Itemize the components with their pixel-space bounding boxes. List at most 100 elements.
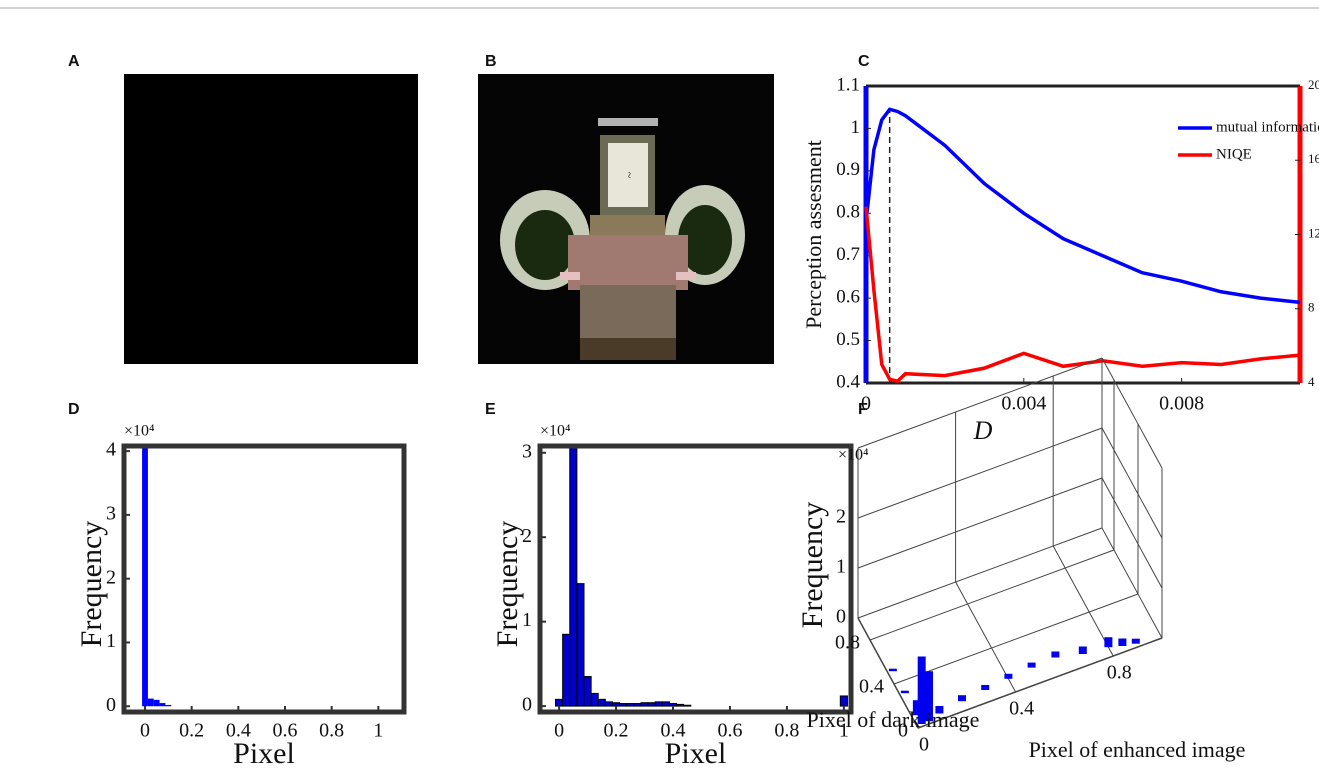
x-tick-label: 0	[861, 393, 871, 415]
multiplier: ×10⁴	[124, 423, 155, 440]
y-tick-label: 0.9	[836, 159, 860, 180]
x-tick-label: 0.6	[717, 720, 742, 742]
histogram-bar	[576, 583, 585, 707]
x-tick-label: 0.2	[179, 720, 204, 742]
y-tick-label: 0.8	[835, 632, 860, 654]
histogram-bar	[839, 695, 848, 707]
y2-tick-label: 20	[1308, 77, 1319, 92]
x-tick-label: 0.4	[661, 720, 686, 742]
x-axis-label: Pixel of enhanced image	[1029, 737, 1246, 762]
histogram-bar	[668, 703, 678, 707]
x-tick-label: 1	[839, 720, 849, 742]
x-tick-label: 0	[140, 720, 150, 742]
histogram-bar	[159, 703, 166, 707]
z-tick-label: 1	[836, 556, 846, 578]
y-tick-label: 1	[851, 117, 861, 138]
y-tick-label: 0.4	[859, 676, 884, 698]
x-tick-label: 0	[554, 720, 564, 742]
y-tick-label: 0.7	[836, 244, 860, 265]
grid-line	[1101, 527, 1163, 639]
histogram-bar	[626, 703, 635, 707]
y-axis-label: Frequency	[491, 521, 524, 648]
histogram-bar	[147, 698, 154, 707]
x-tick-label: 0.8	[1107, 662, 1132, 684]
y-tick-label: 4	[106, 439, 116, 461]
grid-line	[955, 581, 1017, 693]
z-axis-label: Frequency	[796, 502, 829, 629]
histogram-bar	[633, 703, 642, 707]
z-tick-label: 2	[836, 506, 846, 528]
panel-label: C	[858, 53, 870, 70]
y-tick-label: 2	[106, 566, 116, 588]
box-edge	[857, 357, 1103, 449]
x-tick-label: 0	[919, 734, 929, 756]
y-tick-label: 3	[522, 440, 532, 462]
y-axis-label: Perception assesment	[801, 140, 826, 329]
x-tick-label: 0.004	[1001, 393, 1046, 415]
y-axis-label: Pixel of dark image	[807, 707, 980, 732]
histogram-bar	[654, 701, 663, 707]
enhanced-scene: ~	[478, 74, 774, 364]
legend-label: NIQE	[1216, 146, 1252, 162]
histogram-bar	[165, 704, 172, 707]
histogram-bar	[661, 701, 670, 707]
x-axis-label: D	[973, 416, 993, 445]
multiplier: ×10⁴	[540, 423, 571, 440]
x-axis-label: Pixel	[665, 737, 727, 769]
y-tick-label: 2	[522, 525, 532, 547]
histogram-bar	[153, 699, 160, 707]
grid-line	[857, 477, 1103, 569]
y-tick-label: 3	[106, 502, 116, 524]
histogram-bar	[590, 692, 599, 707]
series-line	[864, 206, 1301, 384]
x-tick-label: 0.6	[273, 720, 298, 742]
histogram-bar	[597, 698, 606, 707]
x-tick-label: 0.8	[319, 720, 344, 742]
multiplier: ×10⁴	[838, 447, 869, 464]
bars	[555, 446, 848, 707]
y-tick-label: 1	[522, 609, 532, 631]
grid-line	[1101, 427, 1163, 539]
histogram-bar	[562, 633, 571, 707]
y-tick-label: 1	[106, 630, 116, 652]
histogram-bar	[569, 446, 578, 707]
y-tick-label: 0.6	[836, 287, 860, 308]
box-edge	[1101, 357, 1163, 469]
y-tick-label: 0.8	[836, 202, 860, 223]
histogram-bar	[604, 701, 613, 707]
grid-line	[857, 427, 1103, 519]
x-tick-label: 0.4	[1009, 698, 1034, 720]
y2-tick-label: 8	[1308, 300, 1315, 315]
grid-line	[893, 593, 1139, 685]
histogram-bar	[676, 703, 685, 707]
y2-tick-label: 4	[1308, 374, 1315, 389]
x-tick-label: 0.2	[604, 720, 629, 742]
plot-frame	[537, 443, 854, 715]
svg-text:~: ~	[622, 172, 636, 179]
panel-label: A	[68, 53, 80, 70]
histogram-bar	[611, 702, 621, 707]
x-tick-label: 0.008	[1159, 393, 1204, 415]
y-tick-label: 0	[106, 694, 116, 716]
grid-line	[857, 617, 919, 729]
y2-tick-label: 16	[1308, 151, 1319, 166]
y-axis-label: Frequency	[75, 521, 108, 648]
histogram-bar	[619, 703, 628, 707]
histogram-bar	[142, 446, 148, 707]
y-tick-label: 0	[522, 694, 532, 716]
y-tick-label: 1.1	[836, 74, 860, 95]
panel-label: F	[858, 401, 868, 418]
dark-image	[124, 74, 418, 364]
x-tick-label: 0.4	[226, 720, 251, 742]
panel-label: B	[485, 53, 497, 70]
x-tick-label: 0.8	[774, 720, 799, 742]
histogram-bar	[640, 702, 649, 707]
plot-frame	[121, 443, 407, 715]
grid-line	[1101, 477, 1163, 589]
series-line	[864, 107, 1301, 305]
grid-line	[1052, 545, 1114, 657]
histogram-bar	[683, 704, 692, 707]
bars	[142, 446, 172, 707]
grid-line	[917, 637, 1163, 729]
